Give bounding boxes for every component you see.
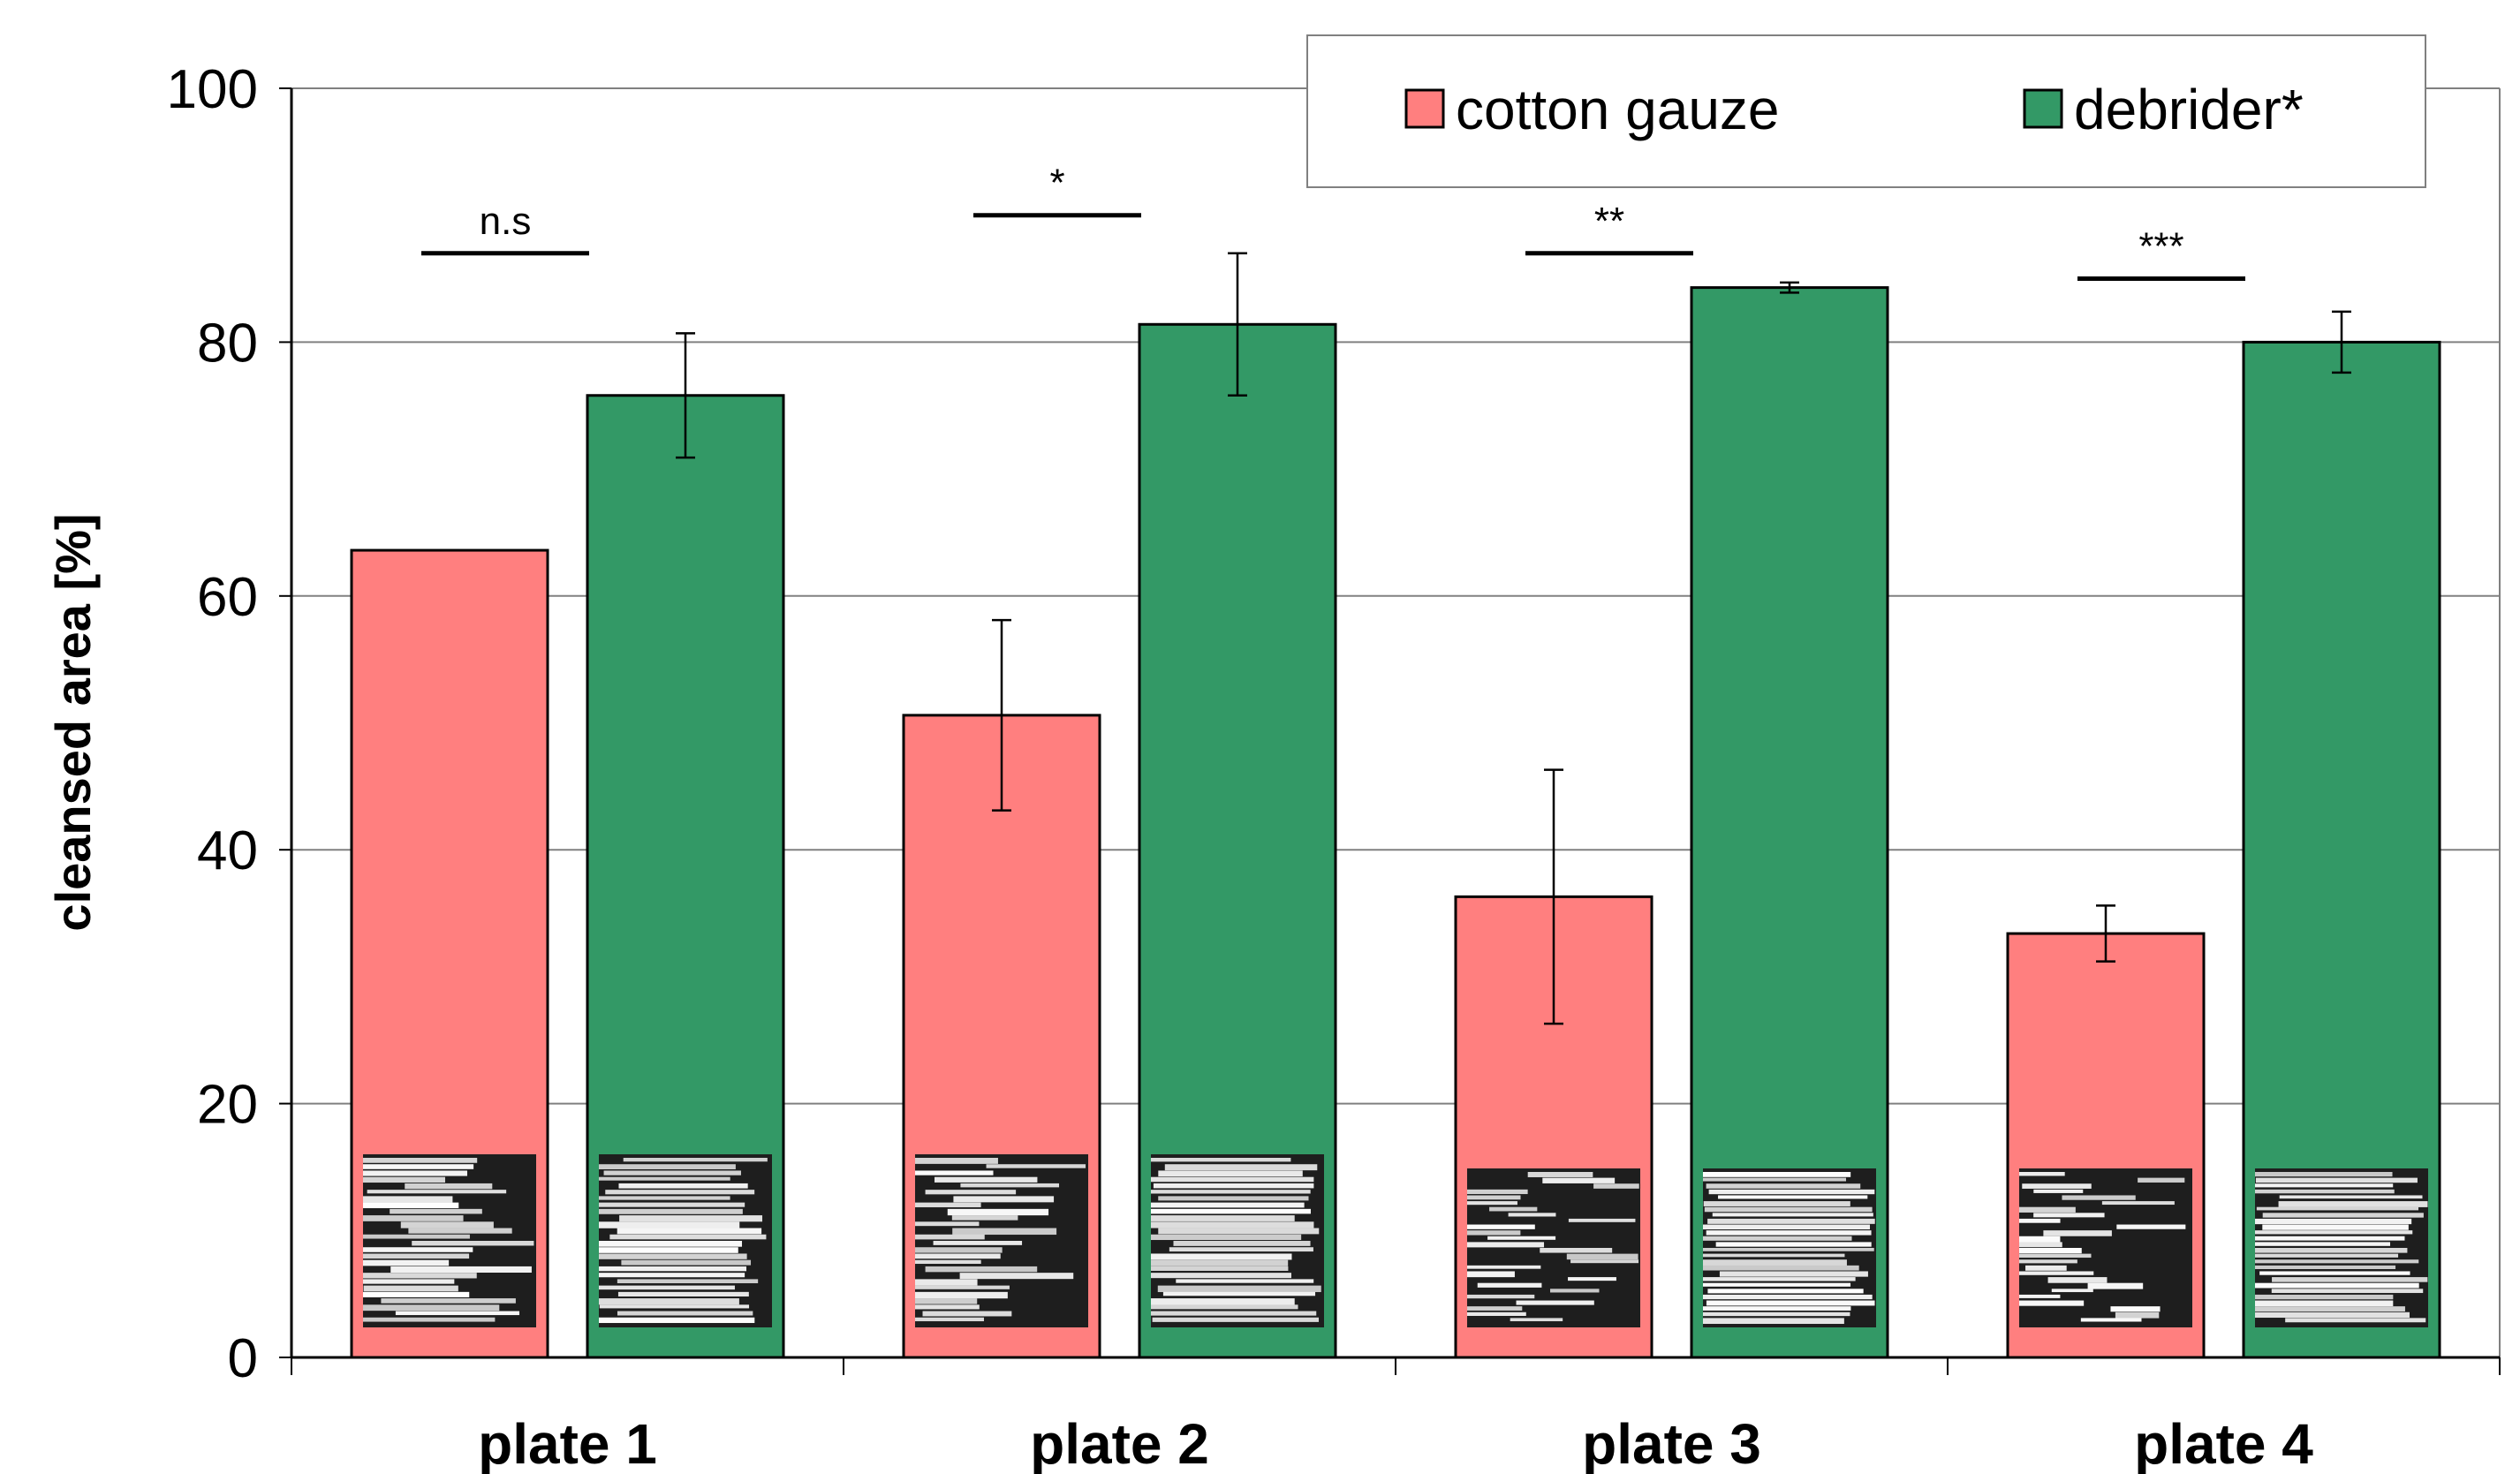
legend-box: [1306, 34, 2426, 188]
significance-label: ***: [2138, 225, 2183, 268]
y-tick-label: 100: [167, 59, 258, 120]
y-tick-label: 0: [228, 1328, 258, 1389]
legend-swatch: [1404, 88, 1445, 129]
error-bars: [440, 252, 2351, 1025]
y-tick-label: 80: [197, 313, 258, 374]
legend-swatch: [2023, 88, 2063, 129]
y-tick-label: 60: [197, 567, 258, 628]
significance-bracket: n.s: [421, 200, 589, 256]
significance-markers: n.s******: [421, 162, 2245, 282]
plate-photo-thumbnail: [1151, 1154, 1324, 1327]
error-bar: [1544, 768, 1563, 1025]
plate-photo-thumbnail: [1703, 1168, 1876, 1327]
significance-label: **: [1594, 200, 1624, 243]
x-tick-label: plate 3: [1582, 1412, 1761, 1474]
x-tick-label: plate 4: [2134, 1412, 2313, 1474]
plate-photo-thumbnail: [915, 1154, 1088, 1327]
y-tick-label: 40: [197, 820, 258, 881]
significance-bracket: ***: [2077, 225, 2245, 282]
error-bar: [992, 618, 1011, 812]
plate-photo-thumbnail: [2019, 1168, 2192, 1327]
plate-thumbnails: [363, 1154, 2428, 1327]
plate-photo-thumbnail: [2255, 1168, 2428, 1327]
significance-bracket: **: [1525, 200, 1693, 256]
legend: cotton gauze debrider*: [1306, 34, 2426, 188]
significance-label: n.s: [480, 200, 532, 243]
significance-bracket: *: [973, 162, 1141, 218]
plate-photo-thumbnail: [363, 1154, 536, 1327]
legend-item-debrider: debrider*: [2023, 78, 2304, 141]
y-axis-label: cleansed area [%]: [45, 513, 101, 931]
error-bar: [1780, 281, 1799, 294]
axes: 0 20 40 60 80 100 plate 1 plate 2 plate 3 plate 4: [167, 59, 2501, 1474]
error-bar: [676, 332, 695, 459]
y-tick-label: 20: [197, 1075, 258, 1136]
plate-photo-thumbnail: [1467, 1168, 1640, 1327]
error-bar: [2096, 904, 2115, 963]
error-bar: [2332, 310, 2351, 374]
x-tick-label: plate 1: [478, 1412, 657, 1474]
error-bar: [1228, 252, 1247, 397]
significance-label: *: [1049, 162, 1064, 205]
x-tick-label: plate 2: [1030, 1412, 1209, 1474]
legend-label: debrider*: [2074, 78, 2304, 141]
legend-label: cotton gauze: [1456, 78, 1780, 141]
legend-item-cotton-gauze: cotton gauze: [1404, 78, 1780, 141]
plate-photo-thumbnail: [599, 1154, 772, 1327]
